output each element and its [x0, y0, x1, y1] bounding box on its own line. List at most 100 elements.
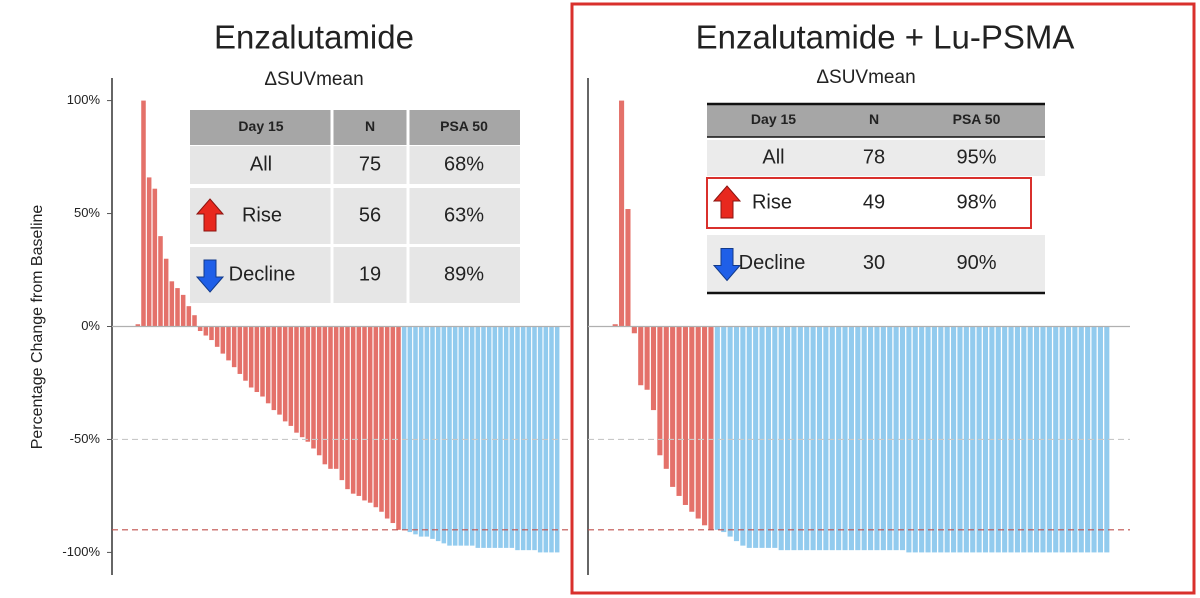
bar	[1053, 326, 1059, 553]
table-cell: 49	[863, 191, 885, 213]
bar	[197, 326, 203, 332]
bar	[271, 326, 277, 411]
bar	[299, 326, 305, 438]
y-tick-label: -50%	[70, 431, 101, 446]
bar	[186, 306, 192, 327]
bar	[1014, 326, 1020, 553]
bar	[384, 326, 390, 519]
bar	[243, 326, 248, 381]
bar	[829, 326, 835, 551]
table-cell: 68%	[444, 153, 484, 175]
table-cell: 19	[359, 263, 381, 285]
bar	[676, 326, 682, 496]
bar	[424, 326, 430, 537]
arrow-up	[195, 198, 225, 232]
chart-subtitle: ΔSUVmean	[816, 67, 915, 88]
bar	[333, 326, 339, 469]
bar	[146, 177, 152, 327]
bar	[339, 326, 345, 481]
bar	[282, 326, 288, 422]
bar	[778, 326, 784, 551]
bar	[727, 326, 733, 537]
bar	[549, 326, 554, 553]
bar	[430, 326, 435, 539]
bar	[657, 326, 663, 456]
y-tick-label: 50%	[74, 205, 100, 220]
bar	[612, 324, 618, 327]
bar	[441, 326, 447, 544]
bar	[373, 326, 379, 508]
bar	[855, 326, 861, 551]
table-header-cell: N	[869, 111, 879, 127]
bar	[407, 326, 413, 533]
table-row	[707, 140, 1045, 176]
bar	[1085, 326, 1091, 553]
bar	[931, 326, 937, 553]
bar	[682, 326, 688, 505]
highlight-box	[570, 2, 1196, 595]
arrow-down	[195, 259, 225, 293]
bar	[356, 326, 362, 496]
bar	[1104, 326, 1110, 553]
bar	[1072, 326, 1078, 553]
table-cell: 75	[359, 153, 381, 175]
bar	[874, 326, 880, 551]
bar	[322, 326, 328, 465]
bar	[631, 326, 637, 334]
bar	[305, 326, 311, 442]
table-row	[190, 188, 520, 244]
bar	[823, 326, 829, 551]
y-axis-label: Percentage Change from Baseline	[29, 205, 46, 450]
bar	[350, 326, 356, 494]
table-cell: 63%	[444, 204, 484, 226]
row-label: Rise	[242, 204, 282, 226]
bar	[1002, 326, 1008, 553]
bar	[418, 326, 424, 537]
bar	[702, 326, 708, 526]
bar	[785, 326, 791, 551]
bar	[158, 236, 163, 327]
bar	[772, 326, 778, 548]
bar	[887, 326, 893, 551]
bar	[663, 326, 669, 469]
bar	[868, 326, 874, 551]
bar	[231, 326, 237, 368]
bar	[695, 326, 701, 519]
bar	[733, 326, 740, 542]
table-cell: 89%	[444, 263, 484, 285]
row-label: Decline	[229, 263, 296, 285]
table-cell: 95%	[956, 146, 996, 168]
row-label: All	[762, 146, 784, 168]
bar	[746, 326, 752, 548]
bar	[498, 326, 503, 548]
bar	[537, 326, 543, 553]
bar	[503, 326, 509, 548]
table-header-cell: N	[365, 118, 375, 134]
bar	[492, 326, 498, 548]
chart-title: Enzalutamide + Lu-PSMA	[696, 19, 1075, 56]
bar	[169, 281, 175, 327]
table-header-cell: PSA 50	[953, 111, 1001, 127]
bar	[644, 326, 650, 390]
bar	[152, 188, 158, 327]
bar	[486, 326, 492, 548]
bar	[861, 326, 867, 551]
bar	[220, 326, 226, 354]
bar	[650, 326, 657, 411]
bar	[294, 326, 299, 433]
bar	[797, 326, 803, 551]
y-tick-label: -100%	[62, 544, 100, 559]
row-label: Rise	[752, 191, 792, 213]
bar	[475, 326, 481, 548]
bar	[944, 326, 950, 553]
bar	[1034, 326, 1040, 553]
bar	[390, 326, 396, 524]
bar	[520, 326, 526, 551]
bar	[464, 326, 469, 546]
bar	[765, 326, 771, 548]
bar	[816, 326, 823, 551]
bar	[175, 288, 180, 327]
bar	[413, 326, 418, 535]
chart-subtitle: ΔSUVmean	[264, 69, 363, 90]
